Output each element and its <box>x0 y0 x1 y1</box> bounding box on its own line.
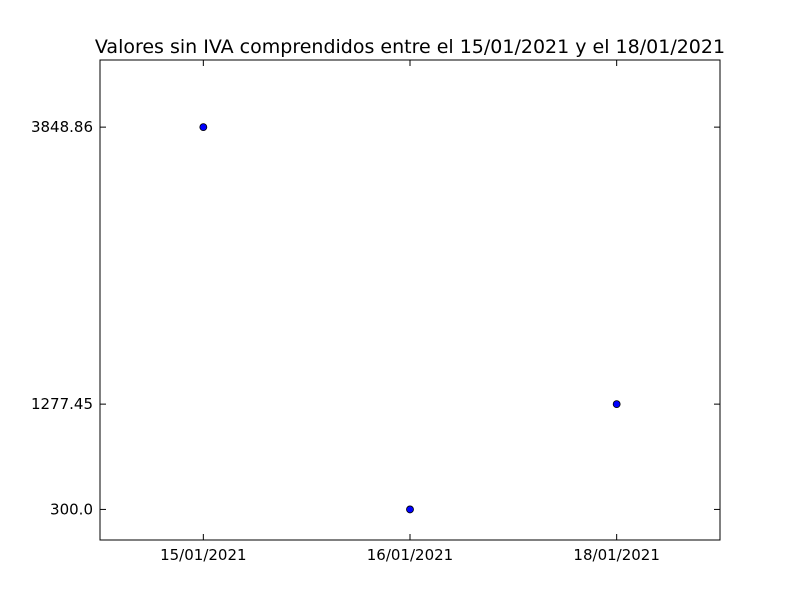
x-tick-label: 16/01/2021 <box>367 546 453 564</box>
chart-title: Valores sin IVA comprendidos entre el 15… <box>95 36 725 58</box>
y-tick-label: 3848.86 <box>31 118 93 136</box>
x-tick-label: 15/01/2021 <box>160 546 246 564</box>
x-axis: 15/01/2021 16/01/2021 18/01/2021 <box>160 60 660 564</box>
data-points <box>199 123 621 514</box>
data-point <box>199 123 208 132</box>
plot-area <box>99 59 721 541</box>
x-tick-label: 18/01/2021 <box>573 546 659 564</box>
y-tick-label: 300.0 <box>50 500 93 518</box>
y-axis: 300.0 1277.45 3848.86 <box>31 118 720 518</box>
data-point <box>406 505 414 514</box>
y-tick-label: 1277.45 <box>31 395 93 413</box>
data-point <box>612 400 621 409</box>
